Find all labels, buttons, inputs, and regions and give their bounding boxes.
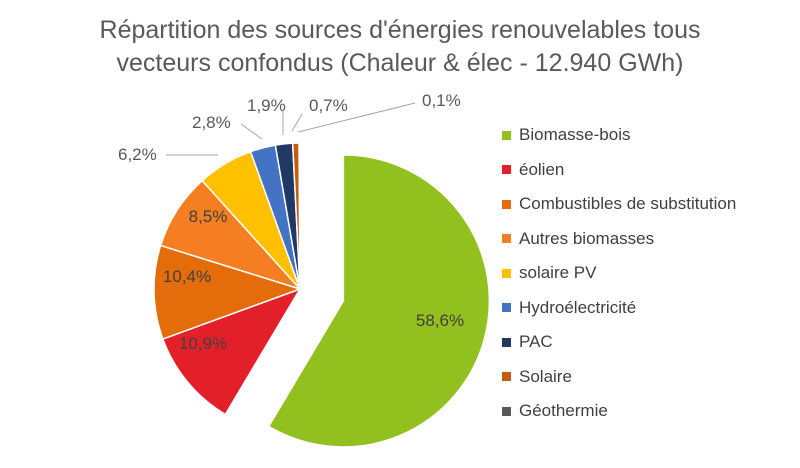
chart-title-line-2: vecteurs confondus (Chaleur & élec - 12.… bbox=[116, 49, 684, 77]
data-label-geothermie: 0,1% bbox=[422, 91, 461, 110]
legend-item-pac: PAC bbox=[502, 325, 736, 360]
legend-item-solaire-pv: solaire PV bbox=[502, 256, 736, 291]
legend-item-eolien: éolien bbox=[502, 153, 736, 188]
leader-line-geothermie bbox=[297, 102, 416, 133]
pie-slice-geothermie bbox=[298, 142, 301, 290]
data-label-solaire-pv: 6,2% bbox=[118, 145, 157, 164]
legend-swatch bbox=[502, 406, 511, 416]
chart-title-line-1: Répartition des sources d'énergies renou… bbox=[99, 16, 701, 44]
legend-swatch bbox=[502, 337, 511, 347]
legend: Biomasse-bois éolien Combustibles de subst… bbox=[502, 118, 736, 429]
data-label-pac: 1,9% bbox=[247, 96, 286, 115]
legend-swatch bbox=[502, 130, 511, 140]
data-label-biomasse-bois: 58,6% bbox=[416, 311, 464, 330]
legend-swatch bbox=[502, 268, 511, 278]
legend-label: Hydroélectricité bbox=[519, 297, 637, 317]
legend-swatch bbox=[502, 372, 511, 382]
chart-title: Répartition des sources d'énergies renou… bbox=[0, 14, 800, 80]
data-label-hydroelectricite: 2,8% bbox=[192, 113, 231, 132]
data-label-eolien: 10,9% bbox=[179, 334, 227, 353]
legend-item-autres-biomasses: Autres biomasses bbox=[502, 222, 736, 257]
data-label-combustibles-de-substitution: 10,4% bbox=[163, 267, 211, 286]
legend-label: éolien bbox=[519, 159, 565, 179]
pie-slice-eolien bbox=[161, 287, 302, 416]
legend-swatch bbox=[502, 199, 511, 209]
legend-label: solaire PV bbox=[519, 263, 597, 283]
data-label-autres-biomasses: 8,5% bbox=[189, 207, 228, 226]
legend-item-geothermie: Géothermie bbox=[502, 394, 736, 429]
legend-label: Solaire bbox=[519, 366, 572, 386]
leader-line-solaire bbox=[291, 113, 303, 132]
legend-label: Géothermie bbox=[519, 401, 608, 421]
legend-label: Autres biomasses bbox=[519, 228, 655, 248]
legend-swatch bbox=[502, 234, 511, 244]
pie-slice-biomasse-bois bbox=[267, 154, 491, 448]
legend-label: Biomasse-bois bbox=[519, 125, 631, 145]
legend-item-solaire: Solaire bbox=[502, 360, 736, 395]
legend-label: Combustibles de substitution bbox=[519, 194, 737, 214]
legend-item-combustibles-de-substitution: Combustibles de substitution bbox=[502, 187, 736, 222]
legend-label: PAC bbox=[519, 332, 553, 352]
pie-slice-combustibles-de-substitution bbox=[153, 244, 303, 341]
leader-line-hydroelectricite bbox=[240, 123, 263, 140]
data-label-solaire: 0,7% bbox=[309, 96, 348, 115]
legend-swatch bbox=[502, 165, 511, 175]
legend-item-biomasse-bois: Biomasse-bois bbox=[502, 118, 736, 153]
legend-swatch bbox=[502, 303, 511, 313]
legend-item-hydroelectricite: Hydroélectricité bbox=[502, 291, 736, 326]
